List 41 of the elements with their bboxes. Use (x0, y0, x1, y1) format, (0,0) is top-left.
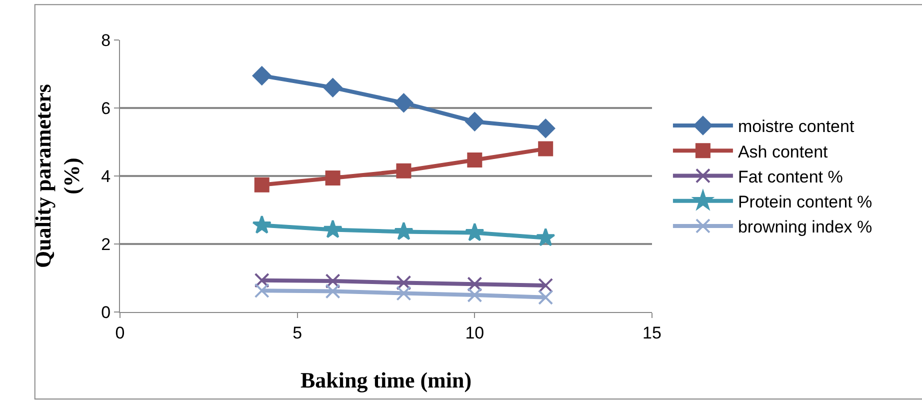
y-tick-label: 0 (101, 302, 111, 322)
point (394, 93, 414, 112)
legend-label: Fat content % (738, 167, 843, 186)
y-axis-title: Quality parameters (%) (30, 84, 84, 268)
point (467, 288, 482, 302)
legend-label: Protein content % (738, 192, 872, 212)
point (538, 290, 554, 305)
point (254, 272, 270, 288)
x-tick-label: 0 (115, 323, 125, 342)
point (394, 222, 414, 240)
y-tick-label: 6 (101, 98, 111, 118)
y-tick-label: 8 (101, 30, 111, 50)
point (536, 118, 556, 138)
x-tick-label: 5 (292, 323, 302, 342)
x-axis-title: Baking time (min) (300, 367, 472, 392)
y-tick-label: 2 (101, 234, 111, 254)
point (323, 220, 342, 238)
point (325, 274, 340, 289)
point (538, 278, 554, 293)
point (325, 170, 340, 186)
point (467, 276, 482, 292)
point (465, 222, 484, 242)
point (467, 152, 482, 168)
x-tick-label: 15 (642, 323, 662, 342)
point (396, 286, 412, 301)
legend-label: Ash content (738, 142, 828, 162)
y-tick-label: 4 (101, 166, 111, 186)
point (538, 141, 554, 156)
point (465, 112, 484, 132)
point (252, 215, 272, 234)
point (254, 283, 270, 298)
x-tick-label: 10 (465, 323, 484, 342)
point (536, 228, 556, 246)
legend-label: browning index % (738, 218, 872, 237)
point (396, 163, 412, 178)
point (254, 177, 270, 192)
point (252, 66, 272, 86)
legend-label: moistre content (738, 117, 854, 136)
point (323, 78, 342, 98)
point (325, 284, 340, 299)
point (396, 275, 412, 290)
